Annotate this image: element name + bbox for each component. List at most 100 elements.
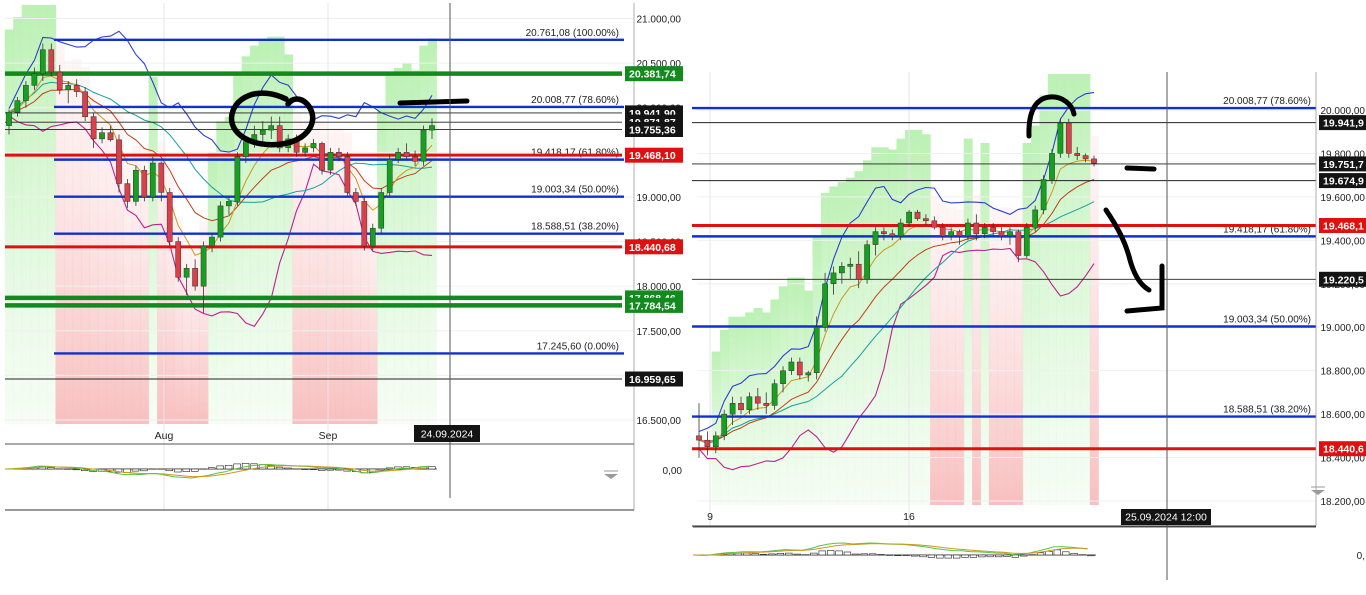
bearish-candle (192, 268, 198, 287)
bearish-candle (175, 241, 182, 278)
macd-histogram-bar (47, 467, 55, 470)
sentiment-column (157, 141, 167, 425)
sentiment-column (913, 129, 923, 505)
sentiment-column (846, 177, 856, 505)
sentiment-column (216, 121, 226, 425)
macd-histogram-bar (428, 466, 436, 470)
bearish-candle (696, 435, 702, 441)
macd-histogram-bar (944, 554, 952, 559)
price-tag (625, 147, 683, 163)
bullish-candle (23, 85, 29, 101)
y-tick-label: 18.200,00 (1321, 497, 1366, 508)
macd-signal-line (4, 465, 429, 478)
price-tag-label: 19.220,5 (1323, 274, 1364, 286)
price-tag (1319, 156, 1366, 172)
bullish-candle (1023, 227, 1030, 256)
bearish-candle (914, 211, 921, 219)
macd-histogram-bar (936, 554, 944, 559)
fib-level-label: 19.418,17 (61.80%) (531, 148, 619, 159)
price-tag-label: 19.468,10 (629, 150, 676, 162)
bearish-candle (361, 201, 368, 247)
sentiment-column (972, 194, 982, 506)
cursor-date-box (1121, 509, 1211, 525)
intraday-chart-panel[interactable]: 20.008,77 (78.60%) 19.418,17 (61.80%) 19.0… (692, 72, 1366, 580)
y-tick-label: 21.000,00 (637, 15, 682, 26)
macd-histogram-bar (793, 553, 801, 556)
macd-histogram-bar (835, 550, 843, 556)
sentiment-column (955, 209, 965, 505)
bullish-candle (864, 244, 870, 280)
macd-histogram-bar (1036, 552, 1045, 556)
price-tag-label: 18.440,68 (629, 242, 676, 254)
price-tag-label: 19.674,9 (1323, 176, 1364, 188)
bearish-candle (704, 439, 711, 447)
sentiment-column (89, 92, 99, 424)
bullish-candle (822, 283, 828, 328)
sentiment-column (97, 107, 107, 425)
x-tick-label: 9 (707, 511, 713, 523)
bullish-candle (395, 152, 401, 160)
bullish-candle (386, 159, 393, 193)
macd-histogram-bar (224, 464, 233, 470)
sentiment-column (778, 286, 788, 505)
price-tag (1319, 115, 1366, 131)
hand-drawn-arc (1026, 94, 1077, 139)
sentiment-column (988, 203, 998, 505)
macd-histogram-bar (1003, 554, 1011, 557)
y-tick-label: 18.800,00 (1321, 367, 1366, 378)
y-tick-label: 19.400,00 (1321, 236, 1366, 247)
macd-line (4, 463, 429, 479)
sentiment-column (896, 138, 906, 505)
bullish-candle (906, 211, 912, 224)
macd-histogram-bar (969, 554, 978, 558)
sentiment-column (241, 56, 251, 425)
price-tag (625, 66, 683, 82)
y-tick-label: 16.500,00 (637, 416, 682, 427)
sentiment-column (38, 5, 48, 424)
sentiment-background (711, 74, 1099, 506)
macd-histogram-bar (377, 468, 385, 471)
macd-histogram-bar (952, 554, 961, 559)
x-tick-label: 16 (903, 511, 915, 523)
sentiment-column (21, 5, 31, 424)
bullish-candle (65, 85, 72, 91)
y-tick-label: 19.000,00 (637, 193, 682, 204)
sentiment-column (938, 203, 948, 505)
fib-level-label: 18.588,51 (38.20%) (531, 222, 619, 233)
bullish-candle (6, 111, 12, 126)
scroll-arrow-icon (1311, 490, 1325, 495)
y-tick-label: 17.500,00 (637, 327, 682, 338)
sentiment-column (309, 118, 319, 425)
price-tag (625, 239, 683, 255)
sentiment-column (1064, 74, 1074, 505)
macd-histogram-bar (902, 554, 910, 556)
macd-histogram-bar (877, 554, 885, 556)
macd-histogram-bar (768, 553, 776, 556)
bearish-candle (881, 231, 887, 235)
sentiment-column (343, 132, 353, 425)
bearish-candle (403, 152, 410, 158)
sentiment-column (963, 138, 973, 505)
bullish-candle (217, 205, 224, 238)
bearish-candle (754, 396, 761, 404)
bearish-candle (923, 218, 929, 222)
sentiment-column (131, 145, 141, 424)
y-tick-label: 19.800,00 (1321, 149, 1366, 160)
fib-level-label: 19.418,17 (61.80%) (1223, 224, 1311, 235)
sentiment-column (795, 277, 805, 505)
macd-histogram-bar (994, 554, 1003, 558)
fibonacci-levels: 20.761,08 (100.00%) 20.008,77 (78.60%) 19.… (5, 28, 624, 380)
price-tag-label: 18.440,6 (1323, 444, 1364, 456)
price-tag (1319, 173, 1366, 189)
sentiment-column (980, 143, 990, 505)
bullish-candle (872, 231, 879, 245)
macd-zero-label: 0,00 (663, 466, 683, 477)
bullish-candle (226, 201, 232, 207)
price-tag-label: 19.941,9 (1323, 118, 1364, 130)
macd-histogram-bar (208, 467, 216, 470)
daily-chart-panel[interactable]: 20.761,08 (100.00%) 20.008,77 (78.60%) 19.… (4, 3, 683, 511)
bullish-candle (771, 383, 778, 406)
bullish-candle (183, 268, 190, 278)
macd-signal-line (692, 543, 1088, 556)
macd-histogram-bar (165, 468, 173, 472)
